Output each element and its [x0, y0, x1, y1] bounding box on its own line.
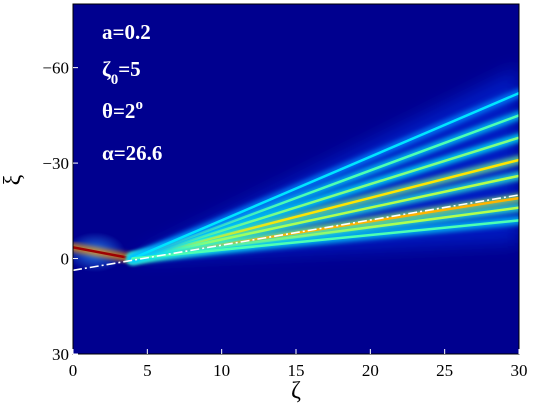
x-tick-label: 15 — [288, 361, 305, 380]
y-tick-label: 0 — [61, 250, 70, 269]
y-axis: −60 −30 0 30 — [42, 59, 78, 364]
x-tick-label: 10 — [213, 361, 230, 380]
y-tick-label: −60 — [42, 59, 69, 78]
x-tick-label: 0 — [69, 361, 78, 380]
annotation-zeta0-subscript: 0 — [111, 72, 119, 88]
annotation-zeta0-symbol: ζ — [102, 57, 111, 81]
reference-line — [73, 194, 519, 272]
beam-core — [131, 91, 519, 260]
x-axis-label: ζ — [291, 378, 301, 404]
x-axis: 0 5 10 15 20 25 30 — [69, 349, 528, 380]
annotation-zeta0: ζ0=5 — [102, 57, 141, 88]
annotation-theta: θ=2o — [102, 97, 143, 123]
beam-core — [131, 219, 519, 260]
annotation-theta-main: θ=2 — [102, 99, 135, 123]
annotation-alpha: α=26.6 — [102, 141, 162, 165]
x-tick-label: 25 — [436, 361, 453, 380]
annotation-a: a=0.2 — [102, 20, 151, 44]
x-tick-label: 5 — [143, 361, 152, 380]
x-tick-label: 20 — [362, 361, 379, 380]
beam-layer — [73, 88, 519, 264]
x-tick-label: 30 — [511, 361, 528, 380]
annotation-zeta0-value: =5 — [118, 57, 140, 81]
annotation-theta-superscript: o — [135, 97, 143, 113]
annotation-box: a=0.2 ζ0=5 θ=2o α=26.6 — [102, 20, 162, 165]
y-axis-label: ξ — [0, 174, 26, 185]
beam-core — [73, 246, 134, 260]
y-tick-label: 30 — [52, 345, 69, 364]
y-tick-label: −30 — [42, 154, 69, 173]
